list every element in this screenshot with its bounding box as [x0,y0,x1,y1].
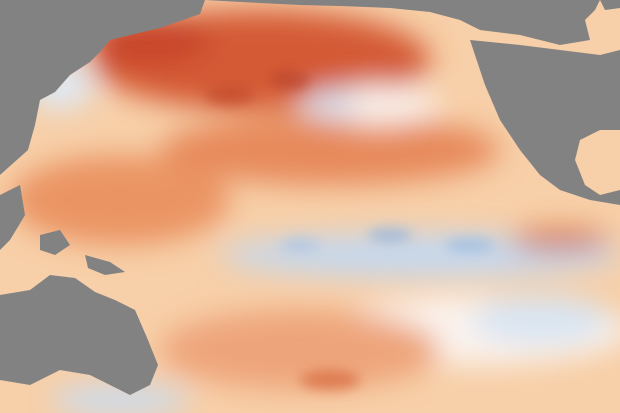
eddy [280,238,320,252]
cool-patch [300,91,360,119]
eddy [205,85,255,105]
eddy [368,228,412,242]
warm-band [160,115,500,185]
land-southeast-asia [0,185,25,250]
land-australia [0,275,158,395]
land-north-america [470,40,620,205]
warm-west [10,155,230,245]
warm-south [160,310,440,390]
island [40,230,70,255]
island-new-guinea [85,255,125,275]
eddy [270,71,310,89]
land-asia [0,0,205,175]
cool-south-west [50,385,190,413]
eddy [445,237,495,253]
land-arctic [205,0,600,45]
warm-east-equator [510,230,610,250]
land [0,0,620,395]
cool-south-east [470,295,610,345]
eddies [205,71,495,390]
land-corner [600,0,620,10]
eddy [300,370,360,390]
